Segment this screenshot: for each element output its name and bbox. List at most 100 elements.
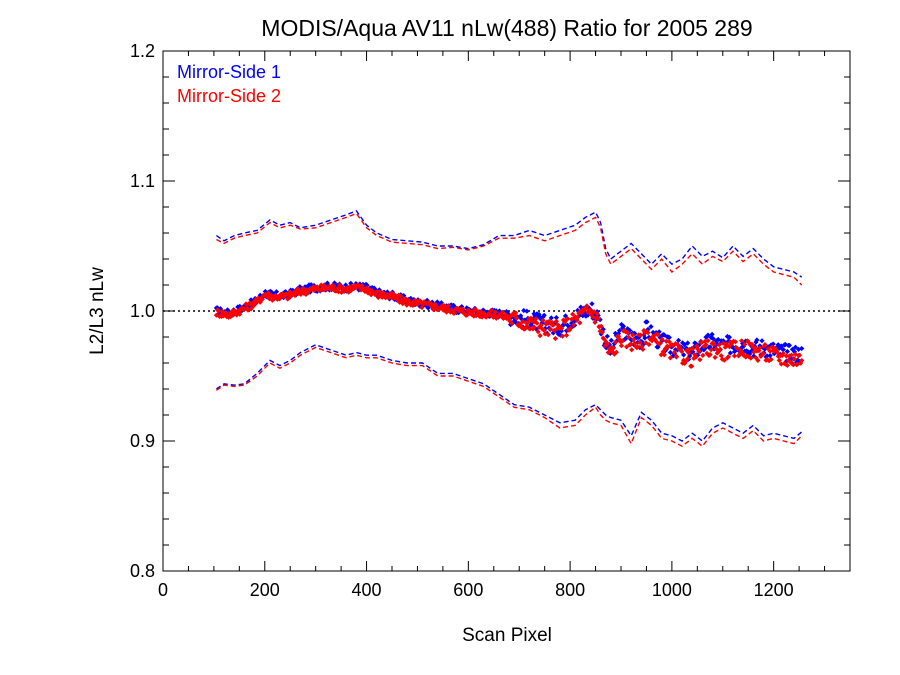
data-point xyxy=(438,304,444,310)
data-point xyxy=(330,283,337,289)
data-point xyxy=(631,337,637,343)
data-point xyxy=(640,346,646,352)
data-point xyxy=(268,293,274,299)
data-point xyxy=(339,289,345,295)
data-point xyxy=(629,347,635,353)
data-point xyxy=(492,309,498,315)
data-point xyxy=(488,307,494,313)
data-point xyxy=(452,310,458,316)
data-point xyxy=(749,341,755,347)
data-point xyxy=(696,348,702,354)
envelope-lower-line xyxy=(216,346,803,448)
data-point xyxy=(714,341,720,347)
data-point xyxy=(732,339,739,345)
data-point xyxy=(764,353,770,359)
data-point xyxy=(569,316,575,322)
data-point xyxy=(534,320,540,326)
data-point xyxy=(615,331,622,337)
data-point xyxy=(734,345,741,352)
data-point xyxy=(248,297,254,303)
data-point xyxy=(598,323,604,329)
data-point xyxy=(589,301,595,307)
data-point xyxy=(298,291,304,297)
data-point xyxy=(740,350,746,356)
data-point xyxy=(665,344,671,350)
data-point xyxy=(787,356,794,362)
data-point xyxy=(690,346,696,352)
data-point xyxy=(696,342,702,348)
data-point xyxy=(299,289,305,295)
data-point xyxy=(630,332,636,338)
data-point xyxy=(570,311,576,317)
data-point xyxy=(786,342,792,348)
data-point xyxy=(568,325,574,331)
data-point xyxy=(604,341,610,347)
data-point xyxy=(532,319,538,325)
data-point xyxy=(526,316,532,322)
data-point xyxy=(690,349,696,355)
data-point xyxy=(507,318,513,324)
data-point xyxy=(779,352,785,358)
data-point xyxy=(703,342,709,348)
data-point xyxy=(538,316,544,322)
data-point xyxy=(524,308,530,314)
data-point xyxy=(628,341,634,347)
data-point xyxy=(695,352,701,358)
data-point xyxy=(652,337,658,343)
data-point xyxy=(227,311,233,317)
data-point xyxy=(637,345,643,351)
data-point xyxy=(398,293,404,299)
data-point xyxy=(655,332,661,338)
data-point xyxy=(592,319,598,325)
data-point xyxy=(518,313,524,319)
data-point xyxy=(716,342,722,348)
data-point xyxy=(684,347,690,353)
x-tick-label: 1200 xyxy=(754,580,794,600)
data-point xyxy=(534,311,540,317)
data-point xyxy=(656,329,662,335)
data-point xyxy=(611,351,617,357)
data-point xyxy=(637,339,643,345)
data-point xyxy=(559,333,566,339)
y-tick-label: 1.2 xyxy=(130,41,155,61)
data-point xyxy=(638,332,644,338)
data-point xyxy=(753,339,759,345)
data-point xyxy=(776,345,782,351)
data-point xyxy=(565,316,571,322)
data-point xyxy=(731,353,738,359)
data-point xyxy=(579,310,585,316)
data-point xyxy=(237,303,243,309)
data-point xyxy=(380,290,386,296)
data-point xyxy=(254,298,260,304)
data-point xyxy=(250,303,256,309)
data-point xyxy=(546,318,552,324)
data-point xyxy=(712,354,718,360)
legend: Mirror-Side 1 Mirror-Side 2 xyxy=(177,62,281,106)
data-point xyxy=(725,338,731,344)
data-point xyxy=(762,342,768,348)
data-point xyxy=(478,309,484,315)
data-point xyxy=(748,355,754,361)
data-point xyxy=(741,352,747,358)
data-point xyxy=(705,338,711,344)
data-point xyxy=(285,296,291,302)
data-point xyxy=(337,282,343,288)
data-point xyxy=(650,333,656,339)
data-point xyxy=(547,326,553,332)
data-point xyxy=(221,313,227,319)
data-point xyxy=(531,324,537,330)
data-point xyxy=(499,309,505,315)
data-point xyxy=(625,330,631,336)
data-point xyxy=(766,344,772,350)
data-point xyxy=(591,309,597,315)
data-point xyxy=(244,305,250,311)
data-point xyxy=(569,320,575,326)
data-point xyxy=(704,350,710,356)
data-point xyxy=(713,338,719,344)
data-point xyxy=(745,338,751,344)
data-point xyxy=(368,292,374,298)
data-point xyxy=(644,319,650,325)
data-point xyxy=(615,333,622,339)
data-point xyxy=(450,308,456,314)
envelope-upper-line xyxy=(216,210,803,278)
